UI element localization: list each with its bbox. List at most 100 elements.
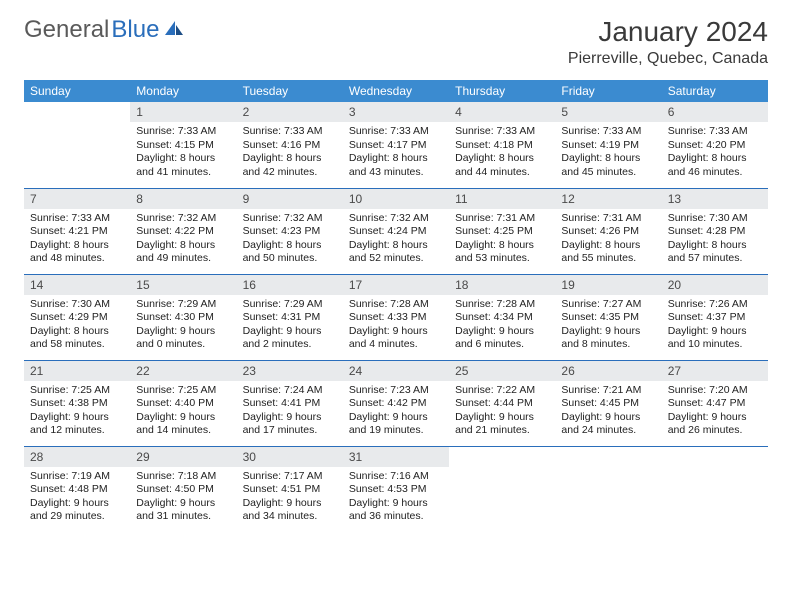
calendar-cell: 18 Sunrise: 7:28 AMSunset: 4:34 PMDayligh… bbox=[449, 274, 555, 360]
calendar-cell: 2Sunrise: 7:33 AMSunset: 4:16 PMDaylight… bbox=[237, 102, 343, 188]
calendar-cell: 8Sunrise: 7:32 AMSunset: 4:22 PMDaylight… bbox=[130, 188, 236, 274]
daylight-text: Daylight: 8 hours and 58 minutes. bbox=[30, 325, 124, 352]
daylight-text: Daylight: 8 hours and 46 minutes. bbox=[668, 152, 762, 179]
day-number bbox=[24, 102, 130, 122]
sunrise-text: Sunrise: 7:32 AM bbox=[136, 212, 230, 226]
day-details: Sunrise: 7:32 AMSunset: 4:24 PMDaylight:… bbox=[343, 209, 449, 271]
day-details: Sunrise: 7:31 AMSunset: 4:25 PMDaylight:… bbox=[449, 209, 555, 271]
calendar-row: 28Sunrise: 7:19 AMSunset: 4:48 PMDayligh… bbox=[24, 446, 768, 532]
sunrise-text: Sunrise: 7:33 AM bbox=[136, 125, 230, 139]
day-number: 26 bbox=[555, 361, 661, 381]
calendar-cell: 17Sunrise: 7:28 AMSunset: 4:33 PMDayligh… bbox=[343, 274, 449, 360]
sunrise-text: Sunrise: 7:31 AM bbox=[455, 212, 549, 226]
sunset-text: Sunset: 4:44 PM bbox=[455, 397, 549, 411]
sunrise-text: Sunrise: 7:32 AM bbox=[243, 212, 337, 226]
daylight-text: Daylight: 9 hours and 29 minutes. bbox=[30, 497, 124, 524]
calendar-row: 21Sunrise: 7:25 AMSunset: 4:38 PMDayligh… bbox=[24, 360, 768, 446]
sunrise-text: Sunrise: 7:31 AM bbox=[561, 212, 655, 226]
sunset-text: Sunset: 4:37 PM bbox=[668, 311, 762, 325]
sunset-text: Sunset: 4:35 PM bbox=[561, 311, 655, 325]
day-details: Sunrise: 7:33 AMSunset: 4:19 PMDaylight:… bbox=[555, 122, 661, 184]
sunrise-text: Sunrise: 7:33 AM bbox=[561, 125, 655, 139]
daylight-text: Daylight: 9 hours and 24 minutes. bbox=[561, 411, 655, 438]
sunrise-text: Sunrise: 7:32 AM bbox=[349, 212, 443, 226]
calendar-table: SundayMondayTuesdayWednesdayThursdayFrid… bbox=[24, 80, 768, 532]
day-details: Sunrise: 7:19 AMSunset: 4:48 PMDaylight:… bbox=[24, 467, 130, 529]
calendar-cell: 13Sunrise: 7:30 AMSunset: 4:28 PMDayligh… bbox=[662, 188, 768, 274]
day-details: Sunrise: 7:30 AMSunset: 4:28 PMDaylight:… bbox=[662, 209, 768, 271]
sunrise-text: Sunrise: 7:17 AM bbox=[243, 470, 337, 484]
calendar-cell: 28Sunrise: 7:19 AMSunset: 4:48 PMDayligh… bbox=[24, 446, 130, 532]
sunset-text: Sunset: 4:15 PM bbox=[136, 139, 230, 153]
sunrise-text: Sunrise: 7:33 AM bbox=[30, 212, 124, 226]
sunset-text: Sunset: 4:26 PM bbox=[561, 225, 655, 239]
daylight-text: Daylight: 9 hours and 4 minutes. bbox=[349, 325, 443, 352]
day-number: 7 bbox=[24, 189, 130, 209]
daylight-text: Daylight: 9 hours and 19 minutes. bbox=[349, 411, 443, 438]
day-number: 1 bbox=[130, 102, 236, 122]
weekday-header: Thursday bbox=[449, 80, 555, 102]
sunset-text: Sunset: 4:53 PM bbox=[349, 483, 443, 497]
sunset-text: Sunset: 4:18 PM bbox=[455, 139, 549, 153]
daylight-text: Daylight: 8 hours and 44 minutes. bbox=[455, 152, 549, 179]
sunset-text: Sunset: 4:45 PM bbox=[561, 397, 655, 411]
sunrise-text: Sunrise: 7:22 AM bbox=[455, 384, 549, 398]
day-number: 3 bbox=[343, 102, 449, 122]
day-details: Sunrise: 7:21 AMSunset: 4:45 PMDaylight:… bbox=[555, 381, 661, 443]
weekday-header: Tuesday bbox=[237, 80, 343, 102]
day-details: Sunrise: 7:27 AMSunset: 4:35 PMDaylight:… bbox=[555, 295, 661, 357]
sunrise-text: Sunrise: 7:28 AM bbox=[455, 298, 549, 312]
calendar-cell: 20Sunrise: 7:26 AMSunset: 4:37 PMDayligh… bbox=[662, 274, 768, 360]
calendar-row: 1Sunrise: 7:33 AMSunset: 4:15 PMDaylight… bbox=[24, 102, 768, 188]
day-details: Sunrise: 7:25 AMSunset: 4:38 PMDaylight:… bbox=[24, 381, 130, 443]
daylight-text: Daylight: 8 hours and 50 minutes. bbox=[243, 239, 337, 266]
day-number: 25 bbox=[449, 361, 555, 381]
day-number: 2 bbox=[237, 102, 343, 122]
weekday-header: Saturday bbox=[662, 80, 768, 102]
day-number: 31 bbox=[343, 447, 449, 467]
sunset-text: Sunset: 4:25 PM bbox=[455, 225, 549, 239]
calendar-cell: 21Sunrise: 7:25 AMSunset: 4:38 PMDayligh… bbox=[24, 360, 130, 446]
brand-word1: General bbox=[24, 16, 109, 44]
daylight-text: Daylight: 9 hours and 6 minutes. bbox=[455, 325, 549, 352]
day-number: 23 bbox=[237, 361, 343, 381]
sunset-text: Sunset: 4:50 PM bbox=[136, 483, 230, 497]
day-details: Sunrise: 7:28 AMSunset: 4:33 PMDaylight:… bbox=[343, 295, 449, 357]
day-details: Sunrise: 7:22 AMSunset: 4:44 PMDaylight:… bbox=[449, 381, 555, 443]
calendar-cell: 14Sunrise: 7:30 AMSunset: 4:29 PMDayligh… bbox=[24, 274, 130, 360]
daylight-text: Daylight: 8 hours and 43 minutes. bbox=[349, 152, 443, 179]
sunrise-text: Sunrise: 7:30 AM bbox=[668, 212, 762, 226]
day-number bbox=[449, 447, 555, 467]
sunrise-text: Sunrise: 7:21 AM bbox=[561, 384, 655, 398]
daylight-text: Daylight: 9 hours and 2 minutes. bbox=[243, 325, 337, 352]
day-details: Sunrise: 7:32 AMSunset: 4:23 PMDaylight:… bbox=[237, 209, 343, 271]
calendar-body: 1Sunrise: 7:33 AMSunset: 4:15 PMDaylight… bbox=[24, 102, 768, 532]
title-block: January 2024 Pierreville, Quebec, Canada bbox=[568, 16, 768, 68]
day-number: 6 bbox=[662, 102, 768, 122]
calendar-cell: 4Sunrise: 7:33 AMSunset: 4:18 PMDaylight… bbox=[449, 102, 555, 188]
day-number: 18 bbox=[449, 275, 555, 295]
daylight-text: Daylight: 9 hours and 21 minutes. bbox=[455, 411, 549, 438]
day-details: Sunrise: 7:31 AMSunset: 4:26 PMDaylight:… bbox=[555, 209, 661, 271]
daylight-text: Daylight: 9 hours and 26 minutes. bbox=[668, 411, 762, 438]
sunset-text: Sunset: 4:42 PM bbox=[349, 397, 443, 411]
daylight-text: Daylight: 9 hours and 36 minutes. bbox=[349, 497, 443, 524]
calendar-cell: 30Sunrise: 7:17 AMSunset: 4:51 PMDayligh… bbox=[237, 446, 343, 532]
calendar-cell: 29Sunrise: 7:18 AMSunset: 4:50 PMDayligh… bbox=[130, 446, 236, 532]
sunset-text: Sunset: 4:38 PM bbox=[30, 397, 124, 411]
sunrise-text: Sunrise: 7:29 AM bbox=[243, 298, 337, 312]
sunset-text: Sunset: 4:24 PM bbox=[349, 225, 443, 239]
day-number bbox=[662, 447, 768, 467]
calendar-cell: 24Sunrise: 7:23 AMSunset: 4:42 PMDayligh… bbox=[343, 360, 449, 446]
sunset-text: Sunset: 4:34 PM bbox=[455, 311, 549, 325]
day-details: Sunrise: 7:24 AMSunset: 4:41 PMDaylight:… bbox=[237, 381, 343, 443]
day-number: 21 bbox=[24, 361, 130, 381]
day-number: 19 bbox=[555, 275, 661, 295]
calendar-cell: 12Sunrise: 7:31 AMSunset: 4:26 PMDayligh… bbox=[555, 188, 661, 274]
sunset-text: Sunset: 4:29 PM bbox=[30, 311, 124, 325]
sunrise-text: Sunrise: 7:29 AM bbox=[136, 298, 230, 312]
calendar-cell: 6Sunrise: 7:33 AMSunset: 4:20 PMDaylight… bbox=[662, 102, 768, 188]
day-details: Sunrise: 7:29 AMSunset: 4:31 PMDaylight:… bbox=[237, 295, 343, 357]
calendar-cell: 3Sunrise: 7:33 AMSunset: 4:17 PMDaylight… bbox=[343, 102, 449, 188]
day-details: Sunrise: 7:17 AMSunset: 4:51 PMDaylight:… bbox=[237, 467, 343, 529]
